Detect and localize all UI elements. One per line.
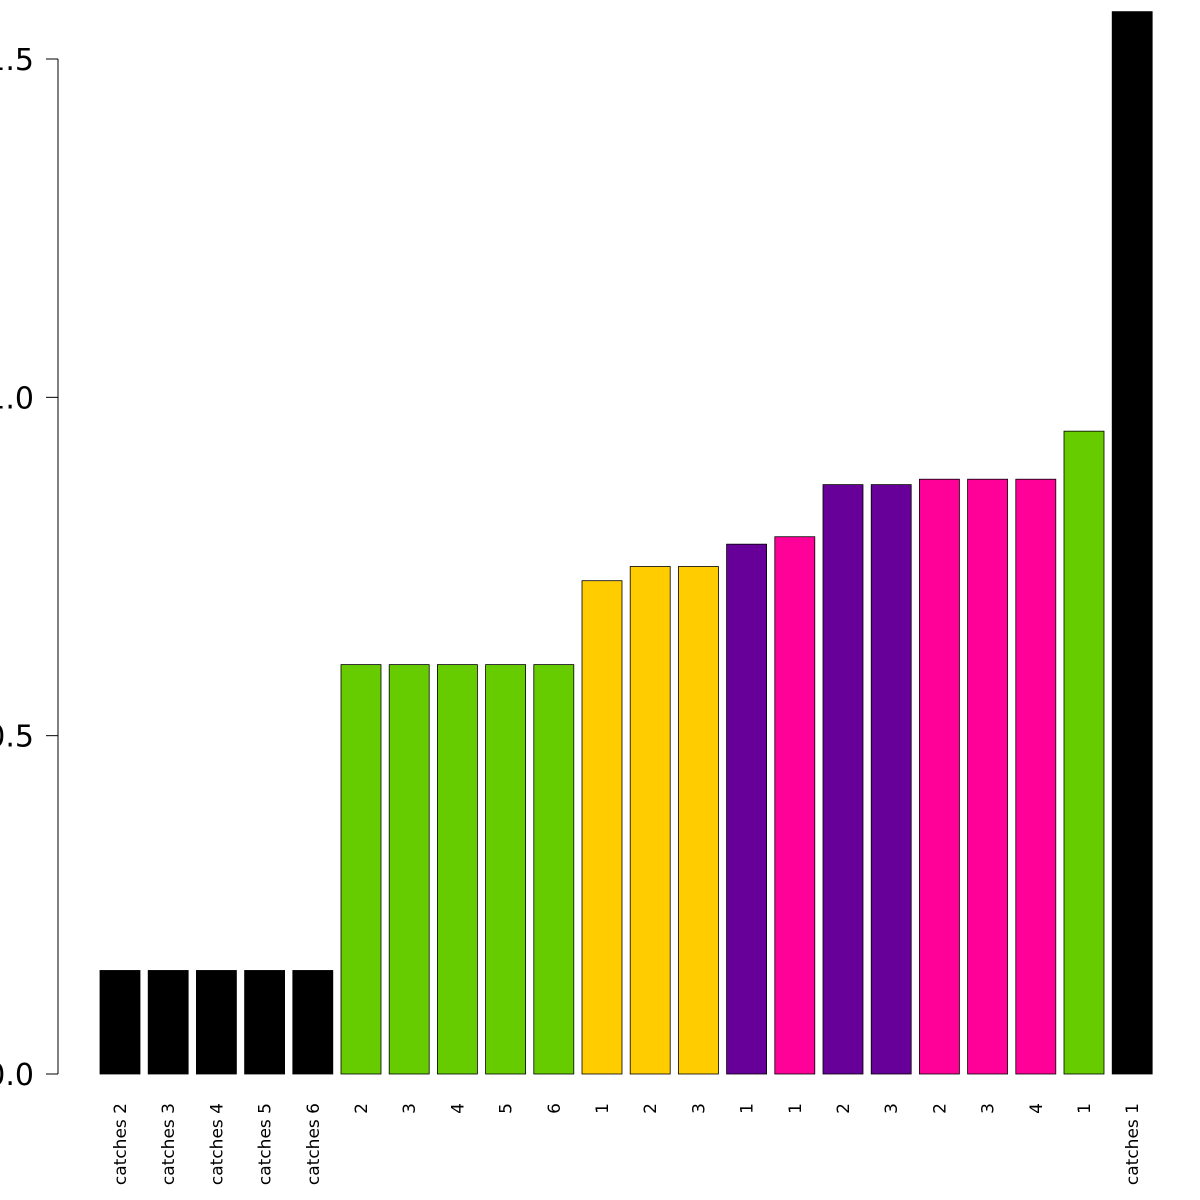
x-tick-label: 4 (448, 1103, 468, 1114)
bar (967, 478, 1008, 1075)
y-tick-label: 1.5 (0, 43, 34, 78)
x-tick-label: catches 5 (256, 1103, 276, 1185)
x-tick-label: 5 (497, 1103, 517, 1114)
y-axis: 0.0 0.5 1.0 1.5 (0, 43, 59, 1093)
x-tick-label: 2 (834, 1103, 854, 1114)
bar (1063, 430, 1105, 1075)
x-tick-label: catches 3 (159, 1103, 179, 1185)
bar (388, 664, 430, 1075)
x-tick-label: 2 (352, 1103, 372, 1114)
bar (1111, 11, 1153, 1075)
x-tick-label: 3 (882, 1103, 902, 1114)
x-tick-label: catches 1 (1123, 1103, 1143, 1185)
bar (822, 484, 864, 1075)
x-tick-label: 6 (545, 1103, 565, 1114)
x-tick-label: catches 6 (304, 1103, 324, 1185)
x-tick-label: catches 2 (111, 1103, 131, 1185)
bar (340, 664, 382, 1075)
bar (774, 536, 816, 1075)
bar (726, 543, 767, 1075)
bar (1015, 478, 1057, 1075)
x-tick-label: 3 (979, 1103, 999, 1114)
x-tick-label: 4 (1027, 1103, 1047, 1114)
y-tick-label: 1.0 (0, 381, 34, 416)
x-tick-label: 3 (689, 1103, 709, 1114)
x-tick-label: 3 (400, 1103, 420, 1114)
bar (629, 566, 671, 1075)
x-tick-label: 1 (786, 1103, 806, 1114)
bar (99, 970, 141, 1075)
x-axis-labels: catches 2 catches 3 catches 4 catches 5 catc… (111, 1103, 1143, 1185)
bar (195, 970, 237, 1075)
x-tick-label: catches 4 (207, 1103, 227, 1185)
bars (99, 11, 1153, 1075)
bar (147, 970, 189, 1075)
bar (870, 484, 912, 1075)
bar (292, 970, 334, 1075)
bar (678, 566, 719, 1075)
y-tick-label: 0.5 (0, 720, 34, 755)
y-tick-label: 0.0 (0, 1058, 34, 1093)
bar (436, 664, 478, 1075)
x-tick-label: 1 (593, 1103, 613, 1114)
x-tick-label: 1 (738, 1103, 758, 1114)
bar (485, 664, 527, 1075)
x-tick-label: 1 (1075, 1103, 1095, 1114)
bar (919, 478, 960, 1075)
bar (244, 970, 286, 1075)
x-tick-label: 2 (641, 1103, 661, 1114)
bar (533, 664, 575, 1075)
bar (581, 580, 623, 1075)
x-tick-label: 2 (930, 1103, 950, 1114)
